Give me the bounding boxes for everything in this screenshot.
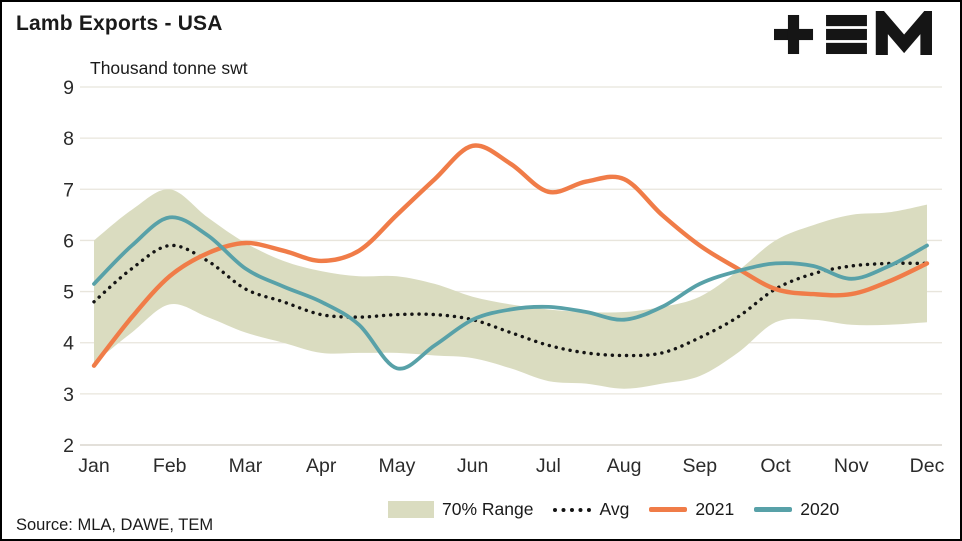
legend-item-2021: 2021 <box>649 499 734 520</box>
logo-plus-vertical <box>787 14 800 55</box>
legend-swatch-2021 <box>649 507 688 512</box>
x-tick-jun: Jun <box>457 455 488 477</box>
chart-title: Lamb Exports - USA <box>16 12 223 35</box>
legend-label-2021: 2021 <box>695 499 735 519</box>
legend-swatch-avg <box>553 507 592 512</box>
x-tick-aug: Aug <box>607 455 642 477</box>
legend-label-2020: 2020 <box>800 499 840 519</box>
x-tick-dec: Dec <box>910 455 945 477</box>
logo-bar-middle <box>826 28 867 41</box>
chart-legend: 70% Range Avg 2021 2020 <box>388 499 839 520</box>
y-tick-6: 6 <box>63 230 74 252</box>
tem-logo-icon <box>774 11 932 55</box>
legend-swatch-2020 <box>754 507 793 512</box>
y-tick-4: 4 <box>63 333 74 355</box>
y-tick-2: 2 <box>63 435 74 457</box>
series-2021-line <box>91 143 930 368</box>
legend-swatch-70-range <box>388 501 434 518</box>
x-tick-jan: Jan <box>78 455 109 477</box>
y-tick-9: 9 <box>63 77 74 99</box>
x-tick-nov: Nov <box>834 455 869 477</box>
y-tick-5: 5 <box>63 282 74 304</box>
logo-bar-bottom <box>826 42 867 55</box>
legend-item-avg: Avg <box>553 499 629 520</box>
logo-letter-m <box>875 11 932 55</box>
x-tick-apr: Apr <box>306 455 337 477</box>
y-tick-3: 3 <box>63 384 74 406</box>
logo-bar-top <box>826 14 867 27</box>
legend-label-70-range: 70% Range <box>442 499 534 519</box>
x-tick-mar: Mar <box>229 455 263 477</box>
x-tick-jul: Jul <box>536 455 561 477</box>
series-avg-line <box>92 243 929 358</box>
series-2020-line <box>92 215 929 371</box>
legend-item-70-range: 70% Range <box>388 499 533 520</box>
y-tick-8: 8 <box>63 128 74 150</box>
band-70-range <box>94 189 927 389</box>
x-tick-may: May <box>378 455 415 477</box>
legend-item-2020: 2020 <box>754 499 839 520</box>
axis-unit-label: Thousand tonne swt <box>90 58 248 78</box>
x-tick-oct: Oct <box>760 455 791 477</box>
y-tick-7: 7 <box>63 179 74 201</box>
x-tick-feb: Feb <box>153 455 187 477</box>
source-note: Source: MLA, DAWE, TEM <box>16 516 214 534</box>
legend-label-avg: Avg <box>599 499 630 519</box>
x-tick-sep: Sep <box>682 455 717 477</box>
